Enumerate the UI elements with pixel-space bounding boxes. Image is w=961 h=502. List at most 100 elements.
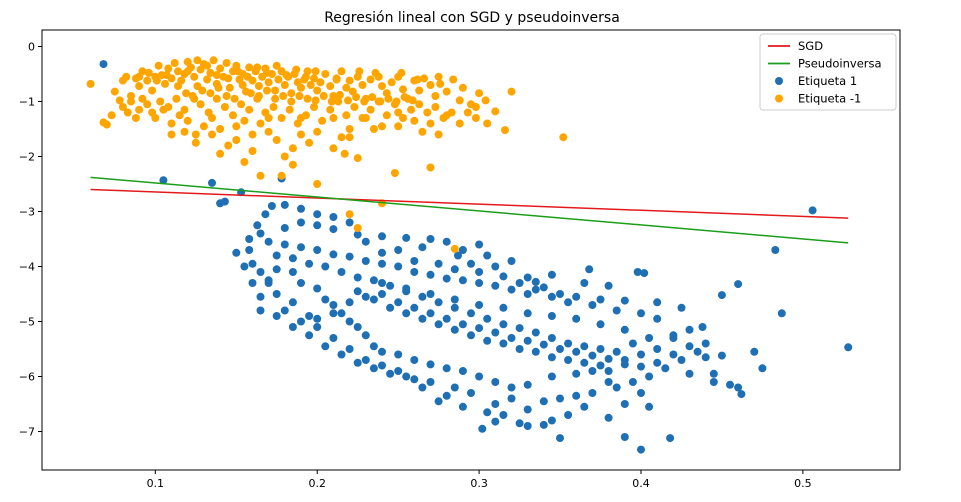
scatter-point (443, 315, 451, 323)
scatter-point (263, 87, 271, 95)
scatter-point (449, 76, 457, 84)
scatter-point (354, 274, 362, 282)
scatter-point (653, 345, 661, 353)
scatter-point (279, 92, 287, 100)
scatter-point (501, 126, 509, 134)
scatter-point (190, 95, 198, 103)
scatter-point (524, 274, 532, 282)
scatter-point (435, 260, 443, 268)
scatter-point (686, 342, 694, 350)
scatter-point (338, 309, 346, 317)
scatter-point (467, 389, 475, 397)
scatter-point (132, 114, 140, 122)
scatter-point (572, 370, 580, 378)
scatter-point (621, 433, 629, 441)
scatter-point (410, 117, 418, 125)
scatter-point (475, 301, 483, 309)
scatter-point (556, 345, 564, 353)
scatter-point (205, 109, 213, 117)
scatter-point (702, 353, 710, 361)
scatter-point (329, 225, 337, 233)
scatter-point (653, 315, 661, 323)
scatter-point (482, 96, 490, 104)
scatter-point (313, 221, 321, 229)
scatter-point (661, 364, 669, 372)
scatter-point (354, 154, 362, 162)
scatter-point (198, 87, 206, 95)
scatter-point (206, 89, 214, 97)
scatter-point (499, 411, 507, 419)
scatter-point (182, 89, 190, 97)
scatter-point (229, 111, 237, 119)
scatter-point (257, 120, 265, 128)
legend-dot-swatch (775, 95, 783, 103)
scatter-point (286, 106, 294, 114)
scatter-point (427, 235, 435, 243)
scatter-point (346, 219, 354, 227)
scatter-point (556, 290, 564, 298)
scatter-point (281, 201, 289, 209)
legend-label: Etiqueta -1 (798, 92, 861, 106)
scatter-point (245, 235, 253, 243)
scatter-point (181, 128, 189, 136)
scatter-point (427, 120, 435, 128)
scatter-point (491, 378, 499, 386)
scatter-point (161, 80, 169, 88)
scatter-point (540, 283, 548, 291)
scatter-point (451, 326, 459, 334)
scatter-point (297, 205, 305, 213)
scatter-point (572, 348, 580, 356)
scatter-point (758, 364, 766, 372)
scatter-point (621, 400, 629, 408)
scatter-point (313, 87, 321, 95)
scatter-point (289, 323, 297, 331)
series-2 (87, 56, 568, 253)
scatter-point (418, 384, 426, 392)
scatter-point (540, 397, 548, 405)
scatter-point (155, 62, 163, 70)
scatter-point (524, 309, 532, 317)
scatter-point (669, 351, 677, 359)
scatter-point (499, 272, 507, 280)
scatter-point (548, 293, 556, 301)
scatter-point (386, 282, 394, 290)
scatter-point (588, 389, 596, 397)
scatter-point (491, 263, 499, 271)
scatter-point (418, 128, 426, 136)
scatter-point (467, 260, 475, 268)
scatter-point (572, 293, 580, 301)
scatter-point (108, 111, 116, 119)
scatter-point (459, 246, 467, 254)
scatter-point (190, 73, 198, 81)
scatter-point (305, 312, 313, 320)
scatter-point (508, 257, 516, 265)
scatter-point (338, 133, 346, 141)
scatter-point (645, 373, 653, 381)
scatter-point (213, 95, 221, 103)
scatter-point (124, 109, 132, 117)
scatter-point (621, 360, 629, 368)
scatter-point (418, 293, 426, 301)
scatter-point (208, 179, 216, 187)
scatter-point (378, 232, 386, 240)
scatter-point (273, 252, 281, 260)
scatter-point (844, 343, 852, 351)
scatter-point (168, 120, 176, 128)
scatter-point (367, 76, 375, 84)
scatter-point (694, 348, 702, 356)
scatter-point (240, 158, 248, 166)
scatter-point (281, 153, 289, 161)
scatter-point (329, 309, 337, 317)
y-tick-label: −2 (19, 151, 35, 164)
scatter-point (427, 164, 435, 172)
scatter-point (443, 275, 451, 283)
scatter-point (289, 254, 297, 262)
scatter-point (548, 334, 556, 342)
scatter-point (313, 315, 321, 323)
scatter-point (273, 136, 281, 144)
scatter-point (588, 301, 596, 309)
scatter-point (342, 111, 350, 119)
scatter-point (270, 103, 278, 111)
scatter-point (415, 87, 423, 95)
scatter-point (231, 95, 239, 103)
